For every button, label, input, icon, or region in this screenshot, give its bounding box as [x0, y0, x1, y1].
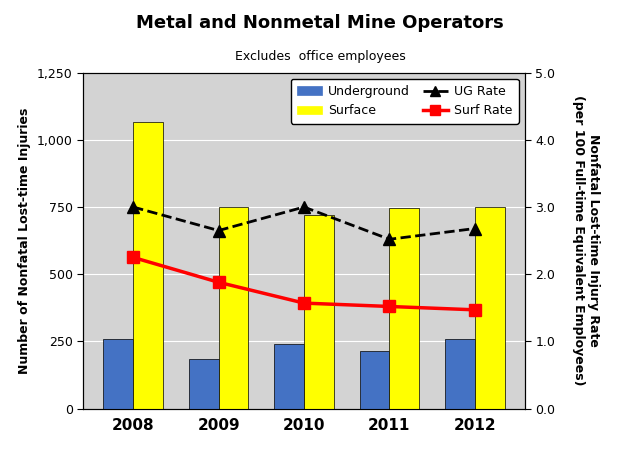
Text: Metal and Nonmetal Mine Operators: Metal and Nonmetal Mine Operators [136, 14, 504, 32]
Bar [475, 207, 505, 409]
Bar [103, 339, 133, 409]
Bar [304, 215, 334, 409]
Bar [189, 359, 219, 409]
Bar [219, 207, 248, 409]
Bar [274, 344, 304, 409]
Bar [360, 351, 389, 409]
Bar [389, 208, 419, 409]
Text: Excludes  office employees: Excludes office employees [235, 50, 405, 63]
Legend: Underground, Surface, UG Rate, Surf Rate: Underground, Surface, UG Rate, Surf Rate [291, 79, 518, 123]
Bar [445, 339, 475, 409]
Y-axis label: Nonfatal Lost-time Injury Rate
(per 100 Full-time Equivalent Employees): Nonfatal Lost-time Injury Rate (per 100 … [572, 95, 600, 386]
Bar [133, 123, 163, 409]
Y-axis label: Number of Nonfatal Lost-time Injuries: Number of Nonfatal Lost-time Injuries [19, 108, 31, 374]
